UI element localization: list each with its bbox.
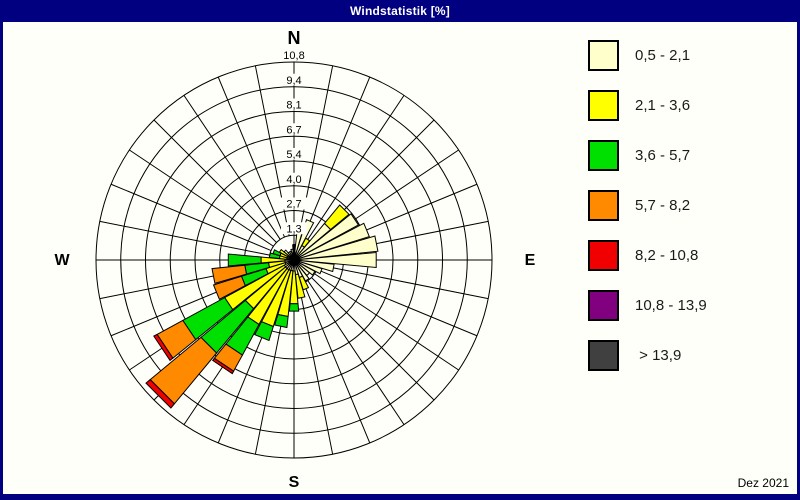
grid-spoke: [307, 95, 405, 240]
legend-swatch: [588, 239, 619, 271]
ring-label-backdrop: [281, 73, 307, 86]
grid-spoke: [311, 277, 435, 401]
legend-bin-label: 0,5 - 2,1: [635, 46, 691, 64]
legend-swatch: [588, 139, 619, 171]
wind-petal-segment: [323, 204, 350, 231]
ring-label-backdrop: [281, 148, 307, 160]
period-label: Dez 2021: [737, 476, 789, 490]
wind-petal-segment: [268, 252, 281, 260]
ring-value-label: 10,8: [283, 50, 304, 62]
legend-bin-label: 10,8 - 13,9: [635, 296, 707, 314]
grid-spoke: [303, 76, 371, 238]
ring-label-backdrop: [281, 172, 307, 185]
wind-petal-segment: [294, 273, 306, 299]
ring-label-backdrop: [281, 197, 307, 210]
ring-label-backdrop: [281, 123, 307, 136]
ring-label-backdrop: [281, 49, 307, 61]
legend-bin-label: 5,7 - 8,2: [635, 196, 691, 214]
ring-value-label: 4,0: [286, 174, 301, 186]
wind-rose-chart: 1,3 2,7 4,0 5,4 6,7 8,1 9,4 10,8: [95, 49, 493, 459]
wind-petal-segment: [153, 333, 174, 362]
ring-value-label: 8,1: [286, 100, 301, 112]
wind-petal-segment: [253, 321, 274, 342]
wind-petal-segment: [293, 251, 377, 269]
legend-row: 2,1 - 3,6: [588, 89, 691, 121]
legend-swatch: [588, 289, 619, 321]
ring-label-backdrop: [281, 98, 307, 111]
grid-spoke: [183, 95, 281, 240]
ring-label-backdrop: [281, 222, 307, 235]
wind-petal-segment: [227, 253, 262, 267]
grid-spoke: [318, 264, 489, 300]
rose-center: [289, 255, 299, 265]
legend-row: 5,7 - 8,2: [588, 189, 691, 221]
grid-spoke: [303, 282, 371, 444]
ring-value-label: 5,4: [286, 149, 301, 161]
legend-row: 3,6 - 5,7: [588, 139, 691, 171]
grid-spoke: [99, 220, 270, 256]
legend-bin-label: 8,2 - 10,8: [635, 246, 699, 264]
compass-north-label: N: [287, 28, 301, 48]
wind-petal-segment: [293, 222, 370, 261]
grid-spoke: [153, 119, 277, 243]
wind-petal-segment: [145, 378, 176, 409]
window-title: Windstatistik [%]: [350, 4, 450, 18]
legend-swatch: [588, 189, 619, 221]
legend-bin-label: 2,1 - 3,6: [635, 96, 691, 114]
legend-bin-label: 3,6 - 5,7: [635, 146, 691, 164]
grid-spoke: [314, 273, 459, 371]
ring-value-label: 1,3: [286, 223, 301, 235]
wind-petal-segment: [288, 303, 300, 312]
wind-petal-segment: [211, 357, 235, 375]
grid-spoke: [316, 269, 478, 337]
legend-swatch: [588, 89, 619, 121]
compass-south-label: S: [288, 474, 300, 491]
ring-value-label: 9,4: [286, 75, 301, 87]
grid-spoke: [307, 280, 405, 425]
wind-petal-segment: [293, 213, 360, 261]
legend-swatch: [588, 39, 619, 71]
legend-bin-label: > 13,9: [635, 346, 682, 364]
legend-row: > 13,9: [588, 339, 682, 371]
wind-petal-segment: [278, 248, 289, 258]
window-titlebar[interactable]: Windstatistik [%]: [0, 0, 800, 22]
wind-petal-segment: [212, 275, 246, 300]
ring-value-label: 6,7: [286, 124, 301, 136]
wind-petal-segment: [293, 235, 379, 261]
grid-spoke: [129, 149, 274, 247]
legend-row: 8,2 - 10,8: [588, 239, 699, 271]
compass-west-label: W: [54, 252, 70, 269]
wind-petal-segment: [211, 264, 248, 285]
compass-east-label: E: [524, 252, 536, 269]
legend-row: 10,8 - 13,9: [588, 289, 707, 321]
grid-spoke: [217, 76, 285, 238]
legend-swatch: [588, 339, 619, 371]
ring-value-label: 2,7: [286, 199, 301, 211]
chart-area: 1,3 2,7 4,0 5,4 6,7 8,1 9,4 10,8 N S W E 0,5 - …: [3, 22, 797, 494]
wind-petal-segment: [274, 313, 289, 329]
legend-row: 0,5 - 2,1: [588, 39, 691, 71]
wind-petal-segment: [272, 249, 282, 257]
grid-spoke: [110, 183, 272, 251]
grid-spoke: [298, 284, 334, 455]
